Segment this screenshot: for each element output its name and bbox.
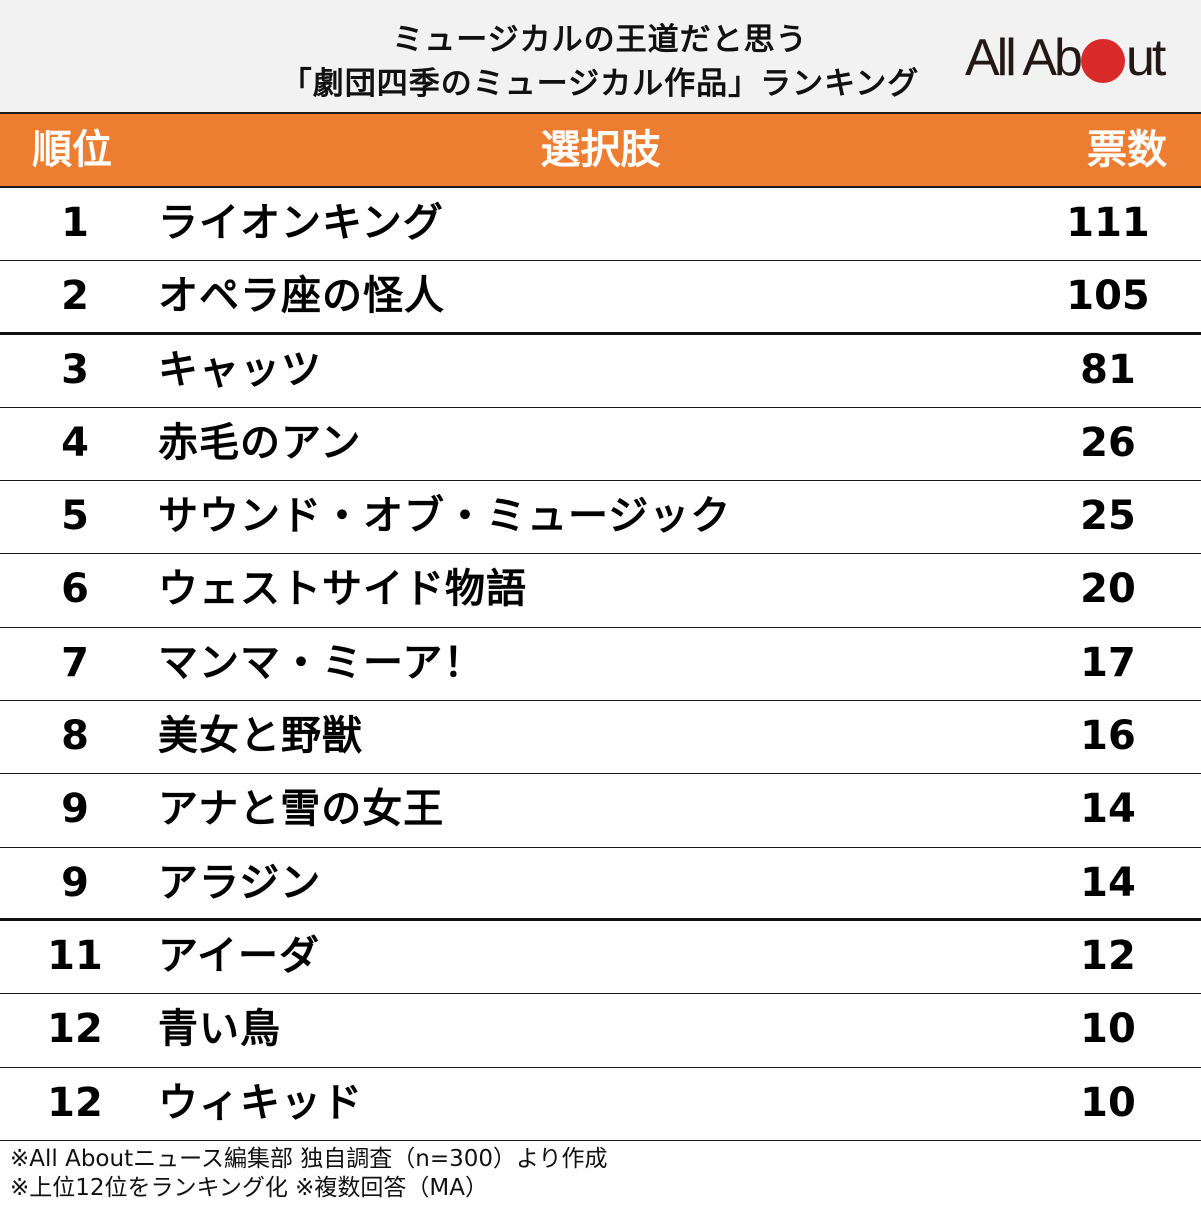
row-rank: 6 [61, 566, 89, 613]
row-name: ウィキッド [158, 1079, 363, 1126]
table-row: 11 アイーダ 12 [0, 921, 1201, 995]
row-rank: 3 [61, 346, 89, 393]
header-choice: 選択肢 [540, 127, 661, 173]
table-row: 12 ウィキッド 10 [0, 1068, 1201, 1141]
title-line-1: ミュージカルの王道だと思う [392, 22, 808, 58]
row-votes: 12 [1080, 932, 1136, 979]
title-bar: ミュージカルの王道だと思う 「劇団四季のミュージカル作品」ランキング All A… [0, 0, 1201, 114]
row-votes: 105 [1066, 273, 1150, 320]
row-name: サウンド・オブ・ミュージック [158, 493, 732, 540]
table-row: 1 ライオンキング 111 [0, 188, 1201, 262]
ranking-table-body: 1 ライオンキング 111 2 オペラ座の怪人 105 3 キャッツ 81 4 赤毛のアン 26… [0, 188, 1201, 1141]
chart-title: ミュージカルの王道だと思う 「劇団四季のミュージカル作品」ランキング [240, 18, 960, 106]
row-rank: 4 [61, 419, 89, 466]
row-rank: 12 [47, 1006, 103, 1053]
row-rank: 2 [61, 273, 89, 320]
row-name: アラジン [158, 859, 322, 906]
logo-text-right: ut [1125, 29, 1166, 87]
table-row: 9 アナと雪の女王 14 [0, 774, 1201, 848]
row-votes: 20 [1080, 566, 1136, 613]
row-rank: 8 [61, 713, 89, 760]
row-rank: 7 [61, 639, 89, 686]
logo-text-left: All Ab [965, 29, 1083, 87]
row-votes: 81 [1080, 346, 1136, 393]
row-votes: 10 [1080, 1006, 1136, 1053]
row-name: オペラ座の怪人 [158, 273, 445, 320]
table-header: 順位 選択肢 票数 [0, 114, 1201, 188]
table-row: 2 オペラ座の怪人 105 [0, 261, 1201, 335]
row-votes: 25 [1080, 493, 1136, 540]
row-rank: 1 [61, 200, 89, 246]
table-row: 9 アラジン 14 [0, 848, 1201, 921]
row-name: ライオンキング [158, 200, 444, 246]
row-name: キャッツ [158, 346, 322, 393]
logo-red-dot-icon [1080, 39, 1125, 83]
row-votes: 14 [1080, 786, 1136, 833]
row-name: アイーダ [158, 932, 320, 979]
row-votes: 17 [1080, 639, 1136, 686]
table-row: 7 マンマ・ミーア！ 17 [0, 628, 1201, 702]
table-row: 8 美女と野獣 16 [0, 701, 1201, 775]
table-row: 5 サウンド・オブ・ミュージック 25 [0, 481, 1201, 555]
row-votes: 14 [1080, 859, 1136, 906]
row-rank: 9 [61, 786, 89, 833]
footnotes: ※All Aboutニュース編集部 独自調査（n=300）より作成 ※上位12位… [10, 1145, 608, 1203]
row-name: 青い鳥 [158, 1006, 281, 1053]
row-votes: 16 [1080, 713, 1136, 760]
footnote-method: ※上位12位をランキング化 ※複数回答（MA） [10, 1175, 489, 1201]
row-votes: 10 [1080, 1079, 1136, 1126]
row-name: ウェストサイド物語 [158, 566, 527, 613]
allabout-logo: All Ab ut [965, 29, 1166, 87]
row-name: 美女と野獣 [158, 713, 363, 760]
footnote-source: ※All Aboutニュース編集部 独自調査（n=300）より作成 [10, 1146, 608, 1172]
row-name: アナと雪の女王 [158, 786, 445, 833]
table-row: 3 キャッツ 81 [0, 335, 1201, 408]
row-name: 赤毛のアン [158, 419, 362, 466]
row-rank: 12 [47, 1079, 103, 1126]
table-row: 12 青い鳥 10 [0, 994, 1201, 1068]
row-rank: 11 [47, 932, 103, 979]
row-name: マンマ・ミーア！ [158, 639, 485, 686]
header-rank: 順位 [32, 127, 112, 173]
table-row: 6 ウェストサイド物語 20 [0, 554, 1201, 628]
table-row: 4 赤毛のアン 26 [0, 408, 1201, 482]
row-votes: 111 [1066, 200, 1150, 246]
row-rank: 9 [61, 859, 89, 906]
header-votes: 票数 [1087, 127, 1167, 173]
row-rank: 5 [61, 493, 89, 540]
title-line-2: 「劇団四季のミュージカル作品」ランキング [280, 66, 920, 102]
row-votes: 26 [1080, 419, 1136, 466]
